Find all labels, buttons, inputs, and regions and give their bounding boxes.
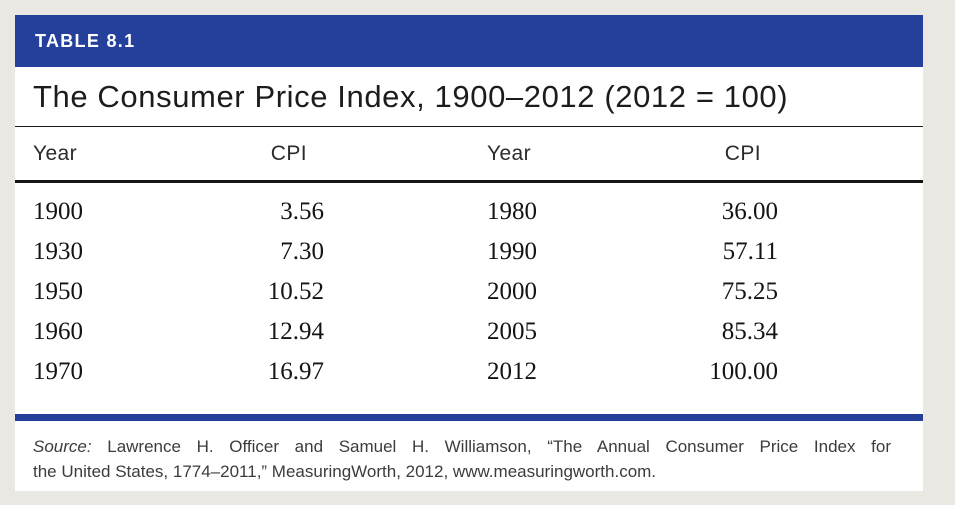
column-header-cpi-2: CPI — [724, 141, 761, 165]
year-cell: 1980 — [487, 198, 537, 225]
source-label: Source: — [33, 437, 92, 456]
year-cell: 1900 — [33, 198, 83, 225]
cpi-cell: 7.30 — [280, 238, 324, 265]
column-header-year-2: Year — [487, 141, 532, 165]
cpi-cell: 12.94 — [267, 318, 324, 345]
table-row: 1960 12.94 2005 85.34 — [15, 312, 923, 352]
table-row: 1950 10.52 2000 75.25 — [15, 272, 923, 312]
table-row: 1930 7.30 1990 57.11 — [15, 232, 923, 272]
source-line-1: Source: Lawrence H. Officer and Samuel H… — [33, 434, 891, 459]
table-card: TABLE 8.1 The Consumer Price Index, 1900… — [15, 15, 923, 491]
cpi-cell: 75.25 — [721, 278, 778, 305]
column-header-year-1: Year — [33, 141, 78, 165]
year-cell: 2005 — [487, 318, 537, 345]
year-cell: 2000 — [487, 278, 537, 305]
column-header-row: Year CPI Year CPI — [15, 127, 923, 182]
footer-divider-bar — [15, 414, 923, 421]
table-title: The Consumer Price Index, 1900–2012 (201… — [15, 67, 923, 127]
year-cell: 2012 — [487, 358, 537, 385]
year-cell: 1990 — [487, 238, 537, 265]
source-text-line1: Lawrence H. Officer and Samuel H. Willia… — [91, 437, 891, 456]
cpi-table: Year CPI Year CPI 1900 3.56 1980 36.00 1… — [15, 127, 923, 392]
cpi-cell: 3.56 — [280, 198, 324, 225]
column-header-cpi-1: CPI — [270, 141, 307, 165]
cpi-cell: 85.34 — [721, 318, 778, 345]
cpi-cell: 57.11 — [722, 238, 778, 265]
cpi-cell: 100.00 — [709, 358, 778, 385]
table-header-bar: TABLE 8.1 — [15, 15, 923, 67]
source-line-2: the United States, 1774–2011,” Measuring… — [33, 462, 657, 481]
year-cell: 1970 — [33, 358, 83, 385]
cpi-cell: 10.52 — [267, 278, 324, 305]
table-label: TABLE 8.1 — [35, 30, 136, 51]
table-row: 1970 16.97 2012 100.00 — [15, 352, 923, 392]
source-note: Source: Lawrence H. Officer and Samuel H… — [33, 434, 891, 484]
table-row: 1900 3.56 1980 36.00 — [15, 182, 923, 233]
year-cell: 1960 — [33, 318, 83, 345]
year-cell: 1930 — [33, 238, 83, 265]
cpi-cell: 16.97 — [267, 358, 324, 385]
cpi-cell: 36.00 — [721, 198, 778, 225]
year-cell: 1950 — [33, 278, 83, 305]
